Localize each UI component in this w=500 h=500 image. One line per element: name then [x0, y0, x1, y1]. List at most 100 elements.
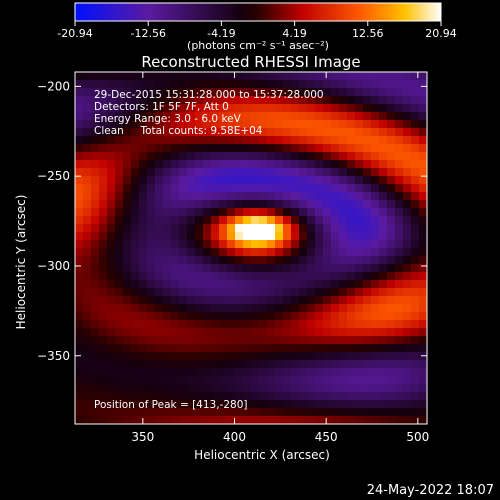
heatmap-cell [211, 184, 220, 193]
heatmap-cell [291, 160, 300, 169]
heatmap-cell [379, 312, 388, 321]
heatmap-cell [347, 408, 356, 417]
heatmap-cell [243, 368, 252, 377]
heatmap-cell [99, 376, 108, 385]
heatmap-cell [283, 248, 292, 257]
heatmap-cell [411, 112, 420, 121]
heatmap-cell [291, 272, 300, 281]
heatmap-cell [411, 320, 420, 329]
heatmap-cell [115, 240, 124, 249]
heatmap-cell [227, 360, 236, 369]
heatmap-cell [131, 360, 140, 369]
heatmap-cell [267, 72, 276, 81]
heatmap-cell [315, 88, 324, 97]
heatmap-cell [323, 416, 332, 425]
heatmap-cell [139, 120, 148, 129]
heatmap-cell [99, 128, 108, 137]
y-axis: −200−250−300−350 [37, 79, 427, 363]
heatmap-cell [331, 408, 340, 417]
heatmap-cell [251, 352, 260, 361]
heatmap-cell [91, 352, 100, 361]
heatmap-cell [419, 408, 428, 417]
heatmap-cell [163, 392, 172, 401]
colorbar-tick-label: 12.56 [352, 27, 384, 40]
heatmap-cell [211, 80, 220, 89]
heatmap-cell [179, 192, 188, 201]
heatmap-cell [99, 408, 108, 417]
heatmap-cell [147, 312, 156, 321]
heatmap-cell [163, 152, 172, 161]
heatmap-cell [211, 200, 220, 209]
heatmap-cell [179, 208, 188, 217]
heatmap-cell [379, 296, 388, 305]
heatmap-cell [267, 400, 276, 409]
heatmap-cell [219, 144, 228, 153]
heatmap-cell [395, 416, 404, 425]
heatmap-cell [163, 104, 172, 113]
heatmap-cell [123, 248, 132, 257]
heatmap-cell [331, 184, 340, 193]
heatmap-cell [155, 280, 164, 289]
heatmap-cell [403, 240, 412, 249]
heatmap-cell [291, 328, 300, 337]
heatmap-cell [355, 328, 364, 337]
heatmap-cell [307, 104, 316, 113]
heatmap-cell [395, 216, 404, 225]
heatmap-cell [115, 384, 124, 393]
heatmap-cell [115, 304, 124, 313]
heatmap-cell [83, 344, 92, 353]
heatmap-cell [147, 256, 156, 265]
colorbar-unit-label: (photons cm⁻² s⁻¹ asec⁻²) [187, 39, 329, 52]
heatmap-cell [395, 376, 404, 385]
heatmap-cell [131, 248, 140, 257]
heatmap-cell [203, 360, 212, 369]
heatmap-cell [235, 280, 244, 289]
heatmap-cell [131, 88, 140, 97]
heatmap-cell [243, 176, 252, 185]
heatmap-cell [259, 144, 268, 153]
heatmap-cell [171, 112, 180, 121]
heatmap-cell [107, 272, 116, 281]
heatmap-cell [403, 360, 412, 369]
heatmap-cell [347, 104, 356, 113]
heatmap-cell [163, 232, 172, 241]
heatmap-cell [187, 360, 196, 369]
heatmap-cell [275, 240, 284, 249]
heatmap-cell [107, 80, 116, 89]
heatmap-cell [91, 272, 100, 281]
heatmap-cell [315, 224, 324, 233]
heatmap-cell [411, 240, 420, 249]
heatmap-cell [339, 152, 348, 161]
heatmap-cell [411, 128, 420, 137]
heatmap-cell [195, 280, 204, 289]
heatmap-cell [323, 264, 332, 273]
heatmap-cell [395, 120, 404, 129]
heatmap-cell [203, 352, 212, 361]
heatmap-cell [99, 152, 108, 161]
heatmap-cell [139, 256, 148, 265]
heatmap-cell [379, 280, 388, 289]
heatmap-cell [331, 320, 340, 329]
heatmap-cell [307, 368, 316, 377]
heatmap-cell [211, 72, 220, 81]
heatmap-cell [283, 96, 292, 105]
heatmap-cell [403, 392, 412, 401]
heatmap-cell [339, 280, 348, 289]
y-tick-label: −250 [37, 169, 70, 183]
heatmap-cell [91, 224, 100, 233]
heatmap-cell [355, 80, 364, 89]
heatmap-cell [107, 240, 116, 249]
heatmap-cell [323, 120, 332, 129]
heatmap-cell [355, 352, 364, 361]
heatmap-cell [371, 168, 380, 177]
heatmap-cell [251, 128, 260, 137]
heatmap-cell [123, 184, 132, 193]
heatmap-cell [91, 120, 100, 129]
heatmap-cell [395, 224, 404, 233]
heatmap-cell [251, 80, 260, 89]
heatmap-cell [331, 344, 340, 353]
heatmap-cell [275, 352, 284, 361]
heatmap-cell [83, 376, 92, 385]
heatmap-cell [363, 176, 372, 185]
